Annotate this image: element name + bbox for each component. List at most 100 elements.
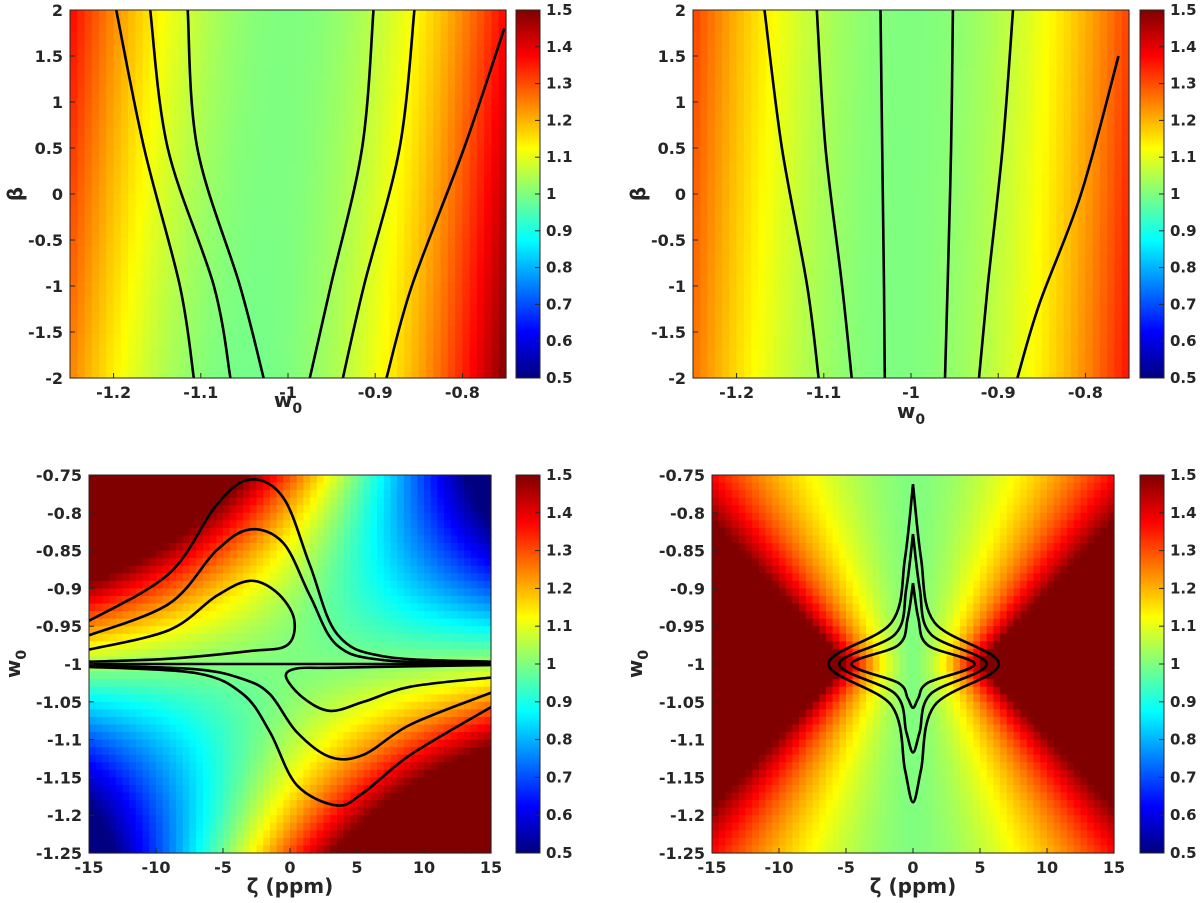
heatmap-cell [809, 260, 818, 269]
heatmap-cell [433, 260, 442, 269]
heatmap-cell [208, 311, 216, 320]
heatmap-cell [440, 363, 449, 372]
heatmap-cell [816, 17, 825, 26]
heatmap-cell [772, 201, 781, 210]
heatmap-cell [84, 46, 93, 55]
heatmap-cell [889, 267, 898, 276]
heatmap-cell [714, 201, 723, 210]
heatmap-cell [780, 230, 789, 239]
heatmap-cell [714, 105, 723, 114]
heatmap-cell [954, 113, 963, 121]
heatmap-cell [932, 98, 941, 107]
heatmap-cell [77, 282, 86, 291]
heatmap-cell [823, 127, 832, 136]
heatmap-cell [397, 61, 405, 70]
heatmap-cell [418, 171, 427, 180]
heatmap-cell [309, 194, 318, 202]
heatmap-cell [447, 355, 456, 364]
heatmap-cell [838, 120, 847, 129]
heatmap-cell [418, 274, 427, 283]
heatmap-cell [375, 186, 384, 195]
heatmap-cell [426, 149, 434, 158]
heatmap-cell [397, 24, 405, 33]
heatmap-cell [215, 149, 224, 158]
heatmap-cell [940, 171, 948, 180]
heatmap-cell [266, 157, 275, 166]
heatmap-cell [961, 90, 970, 99]
heatmap-cell [273, 61, 282, 70]
heatmap-cell [288, 10, 296, 18]
heatmap-cell [838, 245, 847, 254]
heatmap-cell [918, 171, 927, 180]
heatmap-cell [838, 304, 847, 313]
heatmap-cell [693, 348, 701, 357]
heatmap-cell [77, 10, 86, 18]
heatmap-cell [433, 127, 442, 136]
heatmap-cell [455, 32, 463, 41]
heatmap-cell [896, 39, 905, 48]
heatmap-cell [426, 171, 434, 180]
heatmap-cell [346, 238, 354, 247]
heatmap-cell [99, 164, 107, 173]
heatmap-cell [142, 113, 151, 121]
heatmap-cell [874, 83, 883, 92]
heatmap-cell [787, 363, 796, 372]
heatmap-cell [845, 370, 854, 379]
heatmap-cell [84, 208, 93, 217]
heatmap-cell [700, 113, 709, 121]
heatmap-cell [77, 76, 86, 85]
heatmap-cell [426, 24, 434, 33]
heatmap-cell [426, 127, 434, 136]
heatmap-cell [229, 363, 238, 372]
heatmap-cell [179, 370, 187, 379]
heatmap-cell [881, 289, 890, 298]
heatmap-cell [823, 319, 832, 328]
heatmap-cell [831, 61, 839, 70]
heatmap-cell [215, 311, 224, 320]
heatmap-cell [411, 68, 420, 77]
heatmap-cell [700, 326, 709, 335]
heatmap-cell [809, 120, 818, 129]
heatmap-cell [404, 127, 413, 136]
heatmap-cell [106, 304, 115, 313]
heatmap-cell [418, 341, 427, 350]
heatmap-cell [375, 32, 384, 41]
heatmap-cell [852, 24, 861, 33]
heatmap-cell [462, 348, 471, 357]
heatmap-cell [317, 68, 325, 77]
heatmap-cell [171, 120, 180, 129]
heatmap-cell [874, 46, 883, 55]
heatmap-cell [932, 127, 941, 136]
heatmap-cell [860, 68, 868, 77]
heatmap-cell [375, 17, 384, 26]
heatmap-cell [845, 238, 854, 247]
heatmap-cell [889, 304, 898, 313]
heatmap-cell [469, 333, 478, 342]
heatmap-cell [889, 179, 898, 188]
heatmap-cell [751, 355, 759, 364]
heatmap-cell [84, 297, 93, 305]
heatmap-cell [765, 135, 774, 144]
heatmap-cell [346, 149, 354, 158]
heatmap-cell [700, 10, 709, 18]
heatmap-cell [324, 223, 333, 232]
heatmap-cell [462, 142, 471, 151]
heatmap-cell [142, 289, 151, 298]
heatmap-cell [743, 363, 752, 372]
heatmap-cell [208, 32, 216, 41]
heatmap-cell [947, 341, 956, 350]
heatmap-cell [273, 319, 282, 328]
heatmap-cell [120, 282, 129, 291]
heatmap-cell [99, 83, 107, 92]
heatmap-cell [91, 164, 100, 173]
heatmap-cell [295, 245, 304, 254]
heatmap-cell [142, 179, 151, 188]
heatmap-cell [440, 355, 449, 364]
heatmap-cell [765, 304, 774, 313]
heatmap-cell [171, 76, 180, 85]
heatmap-cell [947, 223, 956, 232]
heatmap-cell [426, 370, 434, 379]
heatmap-cell [237, 230, 245, 239]
heatmap-cell [498, 282, 507, 291]
heatmap-cell [258, 319, 267, 328]
